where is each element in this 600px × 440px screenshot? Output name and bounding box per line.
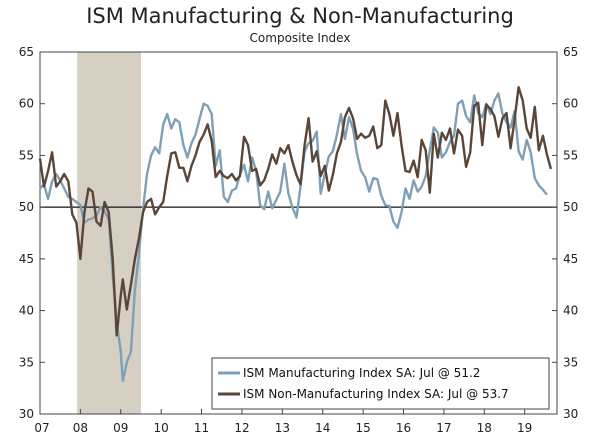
x-tick-label-09: 09 [113, 421, 128, 435]
y-tick-label-right-30: 30 [563, 407, 578, 421]
y-tick-label-right-60: 60 [563, 97, 578, 111]
y-tick-label-left-30: 30 [19, 407, 34, 421]
x-tick-label-16: 16 [396, 421, 411, 435]
y-tick-label-right-55: 55 [563, 148, 578, 162]
y-tick-label-left-50: 50 [19, 200, 34, 214]
x-tick-label-11: 11 [194, 421, 209, 435]
y-tick-label-left-35: 35 [19, 355, 34, 369]
y-tick-label-right-45: 45 [563, 252, 578, 266]
y-tick-label-right-50: 50 [563, 200, 578, 214]
x-tick-label-17: 17 [436, 421, 451, 435]
chart-title: ISM Manufacturing & Non-Manufacturing [86, 4, 514, 28]
x-tick-label-13: 13 [275, 421, 290, 435]
x-tick-label-07: 07 [34, 421, 49, 435]
x-tick-label-14: 14 [315, 421, 330, 435]
x-tick-label-10: 10 [154, 421, 169, 435]
chart-subtitle: Composite Index [249, 31, 351, 45]
legend-label-non-manufacturing: ISM Non-Manufacturing Index SA: Jul @ 53… [243, 387, 509, 401]
y-tick-label-right-40: 40 [563, 304, 578, 318]
y-tick-label-left-45: 45 [19, 252, 34, 266]
x-tick-label-18: 18 [477, 421, 492, 435]
series-line-non-manufacturing [38, 86, 553, 337]
x-tick-label-12: 12 [234, 421, 249, 435]
plot-frame [39, 51, 558, 415]
y-tick-label-right-35: 35 [563, 355, 578, 369]
y-tick-label-right-65: 65 [563, 45, 578, 59]
legend-label-manufacturing: ISM Manufacturing Index SA: Jul @ 51.2 [243, 366, 480, 380]
y-tick-label-left-65: 65 [19, 45, 34, 59]
x-tick-label-19: 19 [517, 421, 532, 435]
y-tick-label-left-40: 40 [19, 304, 34, 318]
series-line-manufacturing [39, 92, 548, 383]
y-tick-label-left-60: 60 [19, 97, 34, 111]
x-tick-label-08: 08 [73, 421, 88, 435]
x-tick-label-15: 15 [355, 421, 370, 435]
y-tick-label-left-55: 55 [19, 148, 34, 162]
legend-box [211, 357, 550, 410]
